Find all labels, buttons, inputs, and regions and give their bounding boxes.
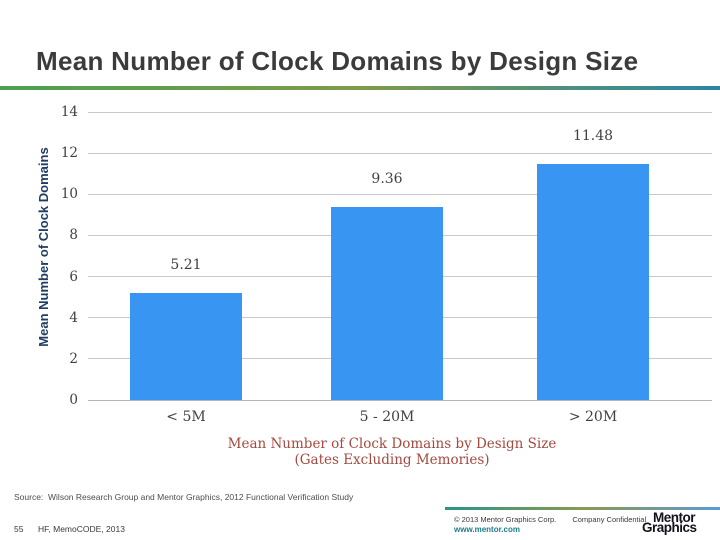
bar-> 20M [537, 163, 649, 400]
confidential-label: Company Confidential [572, 515, 647, 524]
bar-value-label: 9.36 [371, 171, 403, 188]
footnote: HF, MemoCODE, 2013 [38, 524, 125, 534]
page-title: Mean Number of Clock Domains by Design S… [36, 46, 639, 76]
footer-divider [445, 507, 720, 510]
copyright-row: © 2013 Mentor Graphics Corp. Company Con… [454, 515, 646, 524]
x-category-label: < 5M [166, 409, 206, 425]
gridline [88, 152, 712, 154]
bar-value-label: 11.48 [572, 127, 614, 144]
gridline [88, 193, 712, 195]
bar-value-label: 5.21 [170, 256, 202, 273]
y-tick-label: 10 [60, 186, 78, 203]
slide-number: 55 [14, 524, 24, 534]
bar-5 - 20M [331, 207, 443, 400]
copyright: © 2013 Mentor Graphics Corp. [454, 515, 557, 524]
x-category-label: > 20M [568, 409, 618, 425]
y-tick-label: 14 [60, 104, 78, 120]
y-tick-label: 0 [69, 392, 78, 408]
y-tick-label: 4 [69, 309, 78, 326]
y-tick-label: 2 [69, 350, 78, 367]
x-category-label: 5 - 20M [359, 409, 415, 425]
logo-line2: Graphics [642, 520, 697, 535]
y-tick-label: 8 [69, 227, 78, 244]
gridline [88, 399, 712, 401]
mentor-graphics-logo: Mentor Graphics [642, 510, 704, 535]
chart-caption-line1: Mean Number of Clock Domains by Design S… [227, 436, 557, 452]
bar-< 5M [130, 292, 242, 400]
chart-caption: Mean Number of Clock Domains by Design S… [88, 436, 696, 468]
title-divider [0, 86, 720, 90]
logo-line1: Mentor [653, 510, 696, 525]
chart-caption-line2: (Gates Excluding Memories) [294, 452, 490, 468]
y-tick-label: 12 [60, 145, 78, 162]
source-note: Source: Wilson Research Group and Mentor… [14, 492, 354, 502]
y-tick-label: 6 [69, 268, 78, 285]
gridline [88, 111, 712, 113]
website-link[interactable]: www.mentor.com [454, 525, 520, 534]
